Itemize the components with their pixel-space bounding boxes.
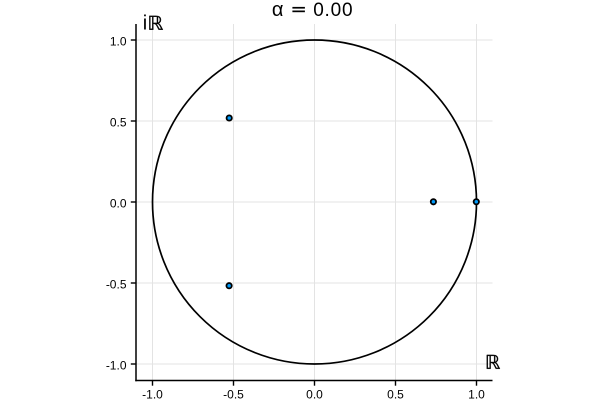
svg-text:-1.0: -1.0 xyxy=(142,388,163,400)
svg-text:-0.5: -0.5 xyxy=(106,278,127,292)
svg-text:-0.5: -0.5 xyxy=(223,388,244,400)
svg-text:0.5: 0.5 xyxy=(387,388,404,400)
svg-text:0.0: 0.0 xyxy=(306,388,323,400)
svg-text:-1.0: -1.0 xyxy=(106,359,127,373)
svg-text:0.0: 0.0 xyxy=(110,197,127,211)
svg-text:i: i xyxy=(143,13,147,35)
svg-text:1.0: 1.0 xyxy=(468,388,485,400)
svg-text:1.0: 1.0 xyxy=(110,35,127,49)
svg-text:0.5: 0.5 xyxy=(110,116,127,130)
svg-text:α: α xyxy=(272,0,284,21)
svg-text:0.00: 0.00 xyxy=(313,0,353,21)
